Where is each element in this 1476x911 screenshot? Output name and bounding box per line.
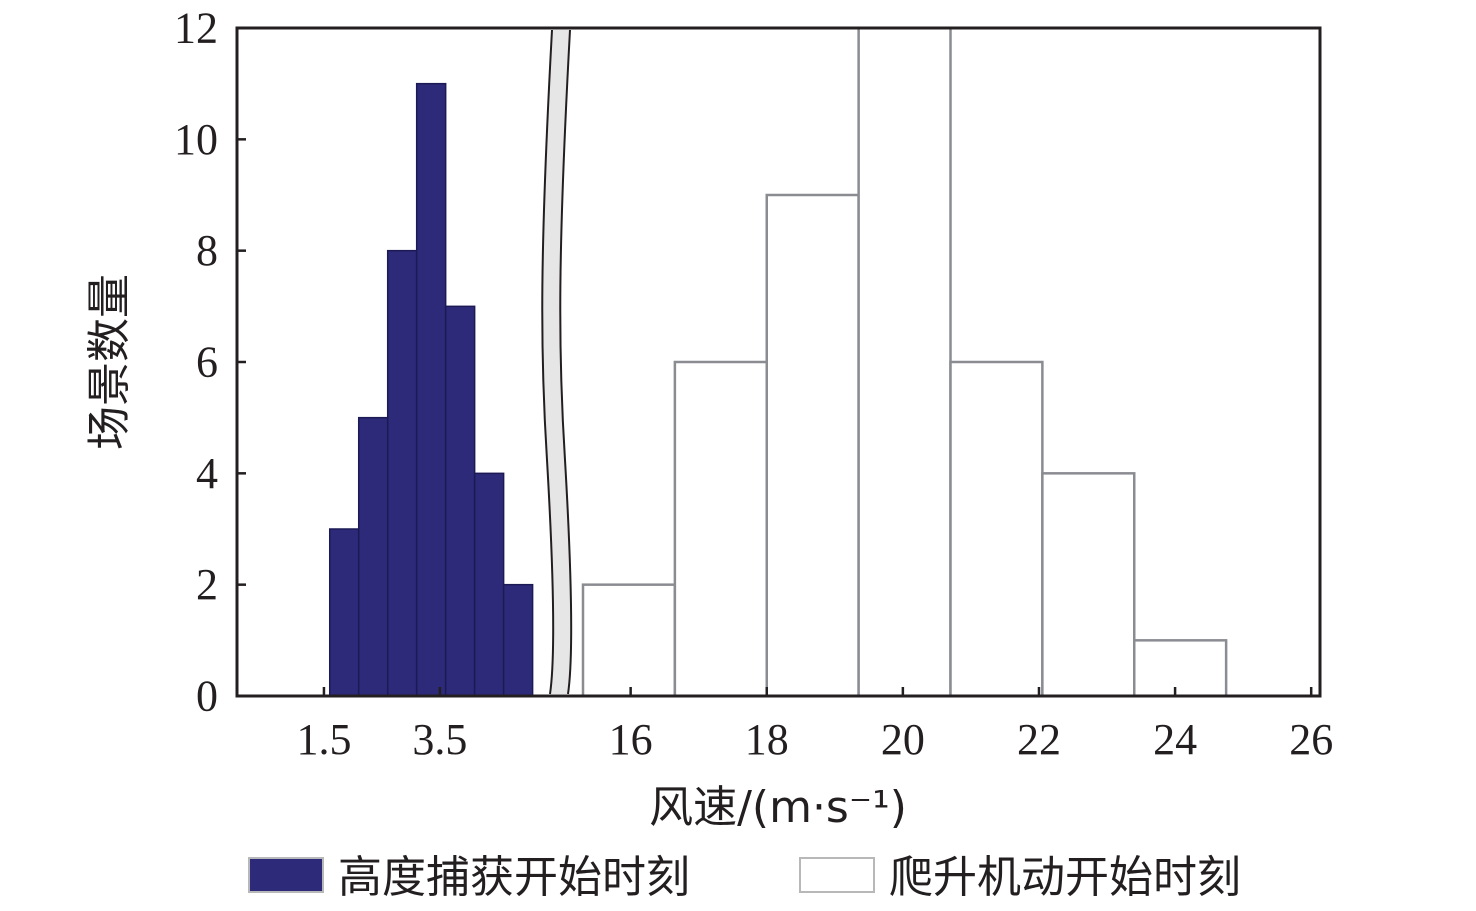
histogram-bar-series1-6 (473, 472, 505, 697)
histogram-bar-series2-5 (949, 360, 1044, 698)
y-tick-label: 4 (196, 449, 218, 498)
histogram-bar-series1-1 (328, 528, 360, 697)
histogram-bar-series1-4 (415, 82, 447, 697)
x-tick-label: 20 (881, 715, 925, 764)
x-tick-label: 26 (1289, 715, 1333, 764)
y-tick-label: 12 (174, 4, 218, 53)
legend-label-altitude-capture: 高度捕获开始时刻 (338, 852, 690, 903)
histogram-bar-series1-3 (386, 249, 418, 697)
histogram-bar-series2-6 (1041, 472, 1136, 698)
y-tick-label: 10 (174, 115, 218, 164)
legend: 高度捕获开始时刻 爬升机动开始时刻 (248, 852, 1241, 903)
histogram-bar-series2-2 (673, 360, 768, 698)
y-axis-title: 场景数量 (84, 274, 135, 450)
x-tick-label: 22 (1017, 715, 1061, 764)
y-tick-label: 8 (196, 226, 218, 275)
x-axis-title: 风速/(m·s⁻¹) (649, 782, 907, 833)
legend-label-climb-maneuver: 爬升机动开始时刻 (889, 852, 1241, 903)
bars-layer (328, 26, 1228, 698)
axis-break-marker (541, 29, 573, 695)
histogram-bar-series1-7 (502, 583, 534, 697)
histogram-bar-series1-2 (357, 416, 389, 697)
histogram-bar-series2-3 (765, 193, 860, 698)
legend-swatch-climb-maneuver (799, 857, 875, 893)
x-tick-label: 24 (1153, 715, 1197, 764)
x-tick-label: 3.5 (412, 715, 467, 764)
histogram-bar-series2-7 (1133, 639, 1228, 698)
legend-swatch-altitude-capture (248, 857, 324, 893)
x-tick-label: 1.5 (296, 715, 351, 764)
histogram-bar-series2-1 (581, 583, 677, 698)
x-tick-label: 16 (609, 715, 653, 764)
histogram-bar-series2-4 (857, 26, 952, 698)
y-tick-label: 2 (196, 560, 218, 609)
y-tick-label: 0 (196, 672, 218, 721)
histogram-bar-series1-5 (444, 305, 476, 697)
y-tick-label: 6 (196, 338, 218, 387)
x-tick-label: 18 (745, 715, 789, 764)
